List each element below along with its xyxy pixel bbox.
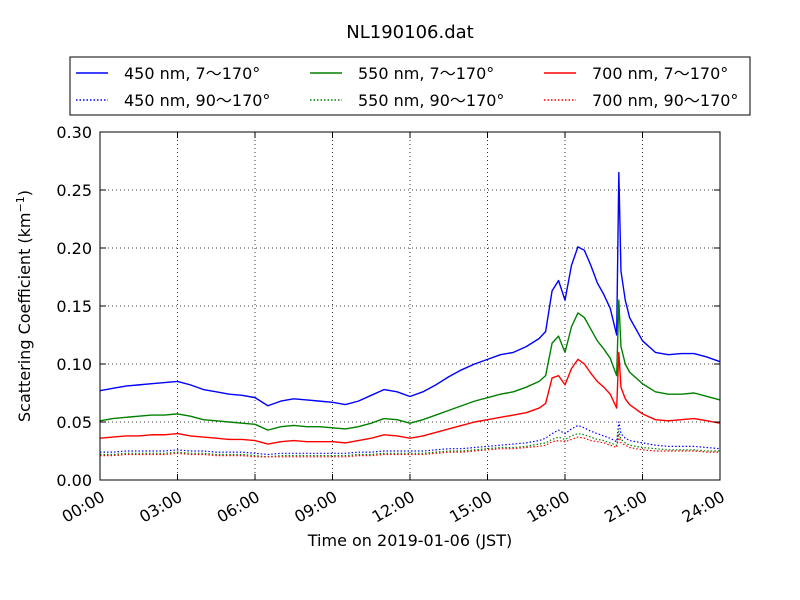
x-axis-label: Time on 2019-01-06 (JST) (307, 531, 512, 550)
y-tick-label: 0.15 (56, 297, 92, 316)
axis-ticks (99, 131, 721, 481)
y-tick-label: 0.30 (56, 123, 92, 142)
series-line (100, 430, 720, 458)
legend-items: 450 nm, 7～170° 450 nm, 90～170° 550 nm, 7～1… (76, 64, 738, 110)
y-tick-label: 0.10 (56, 355, 92, 374)
x-tick-label: 06:00 (214, 487, 263, 527)
legend-label: 550 nm, 7～170° (358, 64, 494, 83)
x-tick-label: 18:00 (524, 487, 573, 527)
x-tick-label: 03:00 (136, 487, 185, 527)
series-layer (99, 171, 721, 458)
x-tick-label: 21:00 (601, 487, 650, 527)
x-tick-label: 12:00 (369, 487, 418, 527)
series-line (99, 171, 721, 407)
legend-label: 450 nm, 7～170° (124, 64, 260, 83)
x-tick-labels: 00:00 03:00 06:00 09:00 12:00 15:00 18:00 21:00… (59, 487, 728, 527)
x-tick-label: 24:00 (679, 487, 728, 527)
series-line (99, 299, 721, 431)
y-axis-label-main: Scattering Coefficient (km (15, 212, 34, 422)
y-tick-labels: 0.00 0.05 0.10 0.15 0.20 0.25 0.30 (56, 123, 92, 490)
y-tick-label: 0.00 (56, 471, 92, 490)
legend: 450 nm, 7～170° 450 nm, 90～170° 550 nm, 7～1… (69, 56, 751, 116)
legend-label: 450 nm, 90～170° (124, 91, 270, 110)
x-tick-label: 00:00 (59, 487, 108, 527)
series-line (100, 421, 721, 456)
series-line (100, 435, 720, 458)
series-line (99, 351, 721, 445)
legend-box (69, 56, 751, 116)
y-axis-label: Scattering Coefficient (km−1) (14, 190, 34, 422)
legend-label: 700 nm, 90～170° (592, 91, 738, 110)
legend-label: 550 nm, 90～170° (358, 91, 504, 110)
x-tick-label: 09:00 (291, 487, 340, 527)
y-tick-label: 0.20 (56, 239, 92, 258)
x-tick-label: 15:00 (446, 487, 495, 527)
legend-label: 700 nm, 7～170° (592, 64, 728, 83)
y-tick-label: 0.25 (56, 181, 92, 200)
y-tick-label: 0.05 (56, 413, 92, 432)
chart-title: NL190106.dat (346, 22, 473, 43)
y-axis-label-unit-exponent: −1 (14, 196, 27, 212)
y-axis-label-close: ) (15, 190, 34, 196)
